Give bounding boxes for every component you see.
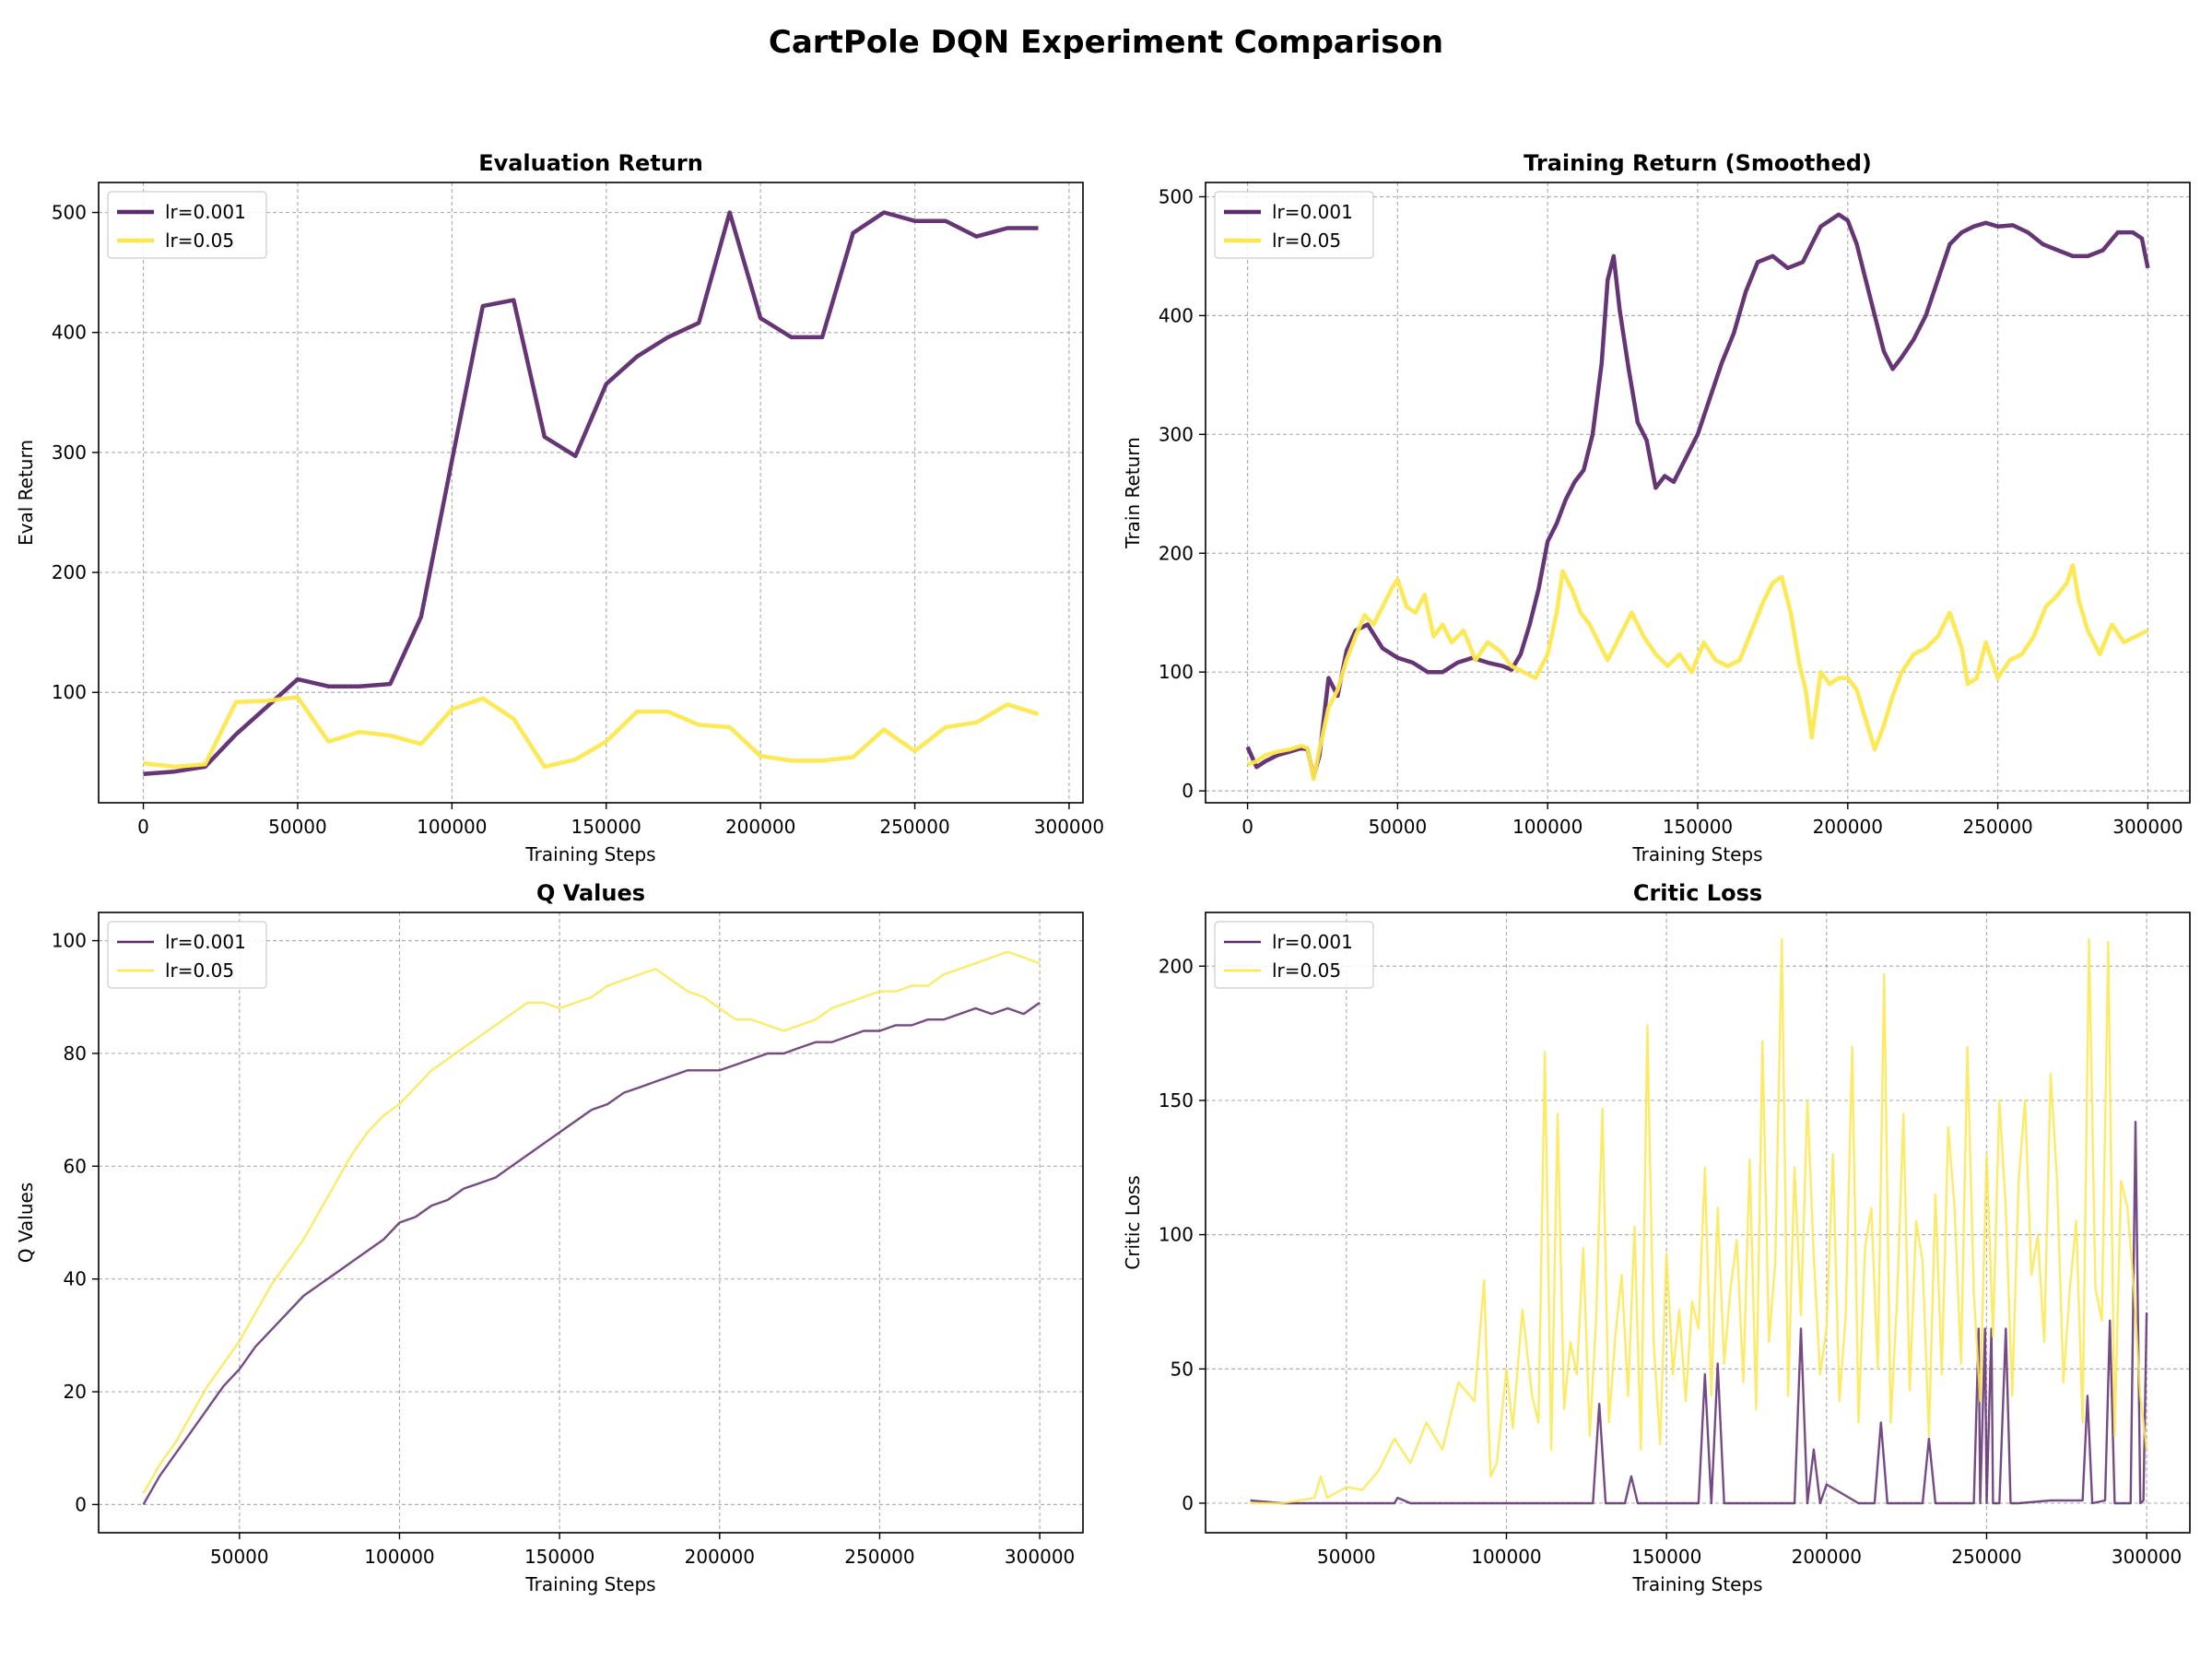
series-line-lr-0-05 [143,695,1040,770]
y-tick-label: 40 [64,1268,87,1290]
x-axis-label: Training Steps [1631,843,1762,865]
x-tick-label: 100000 [1512,816,1583,838]
x-tick-label: 200000 [1813,816,1883,838]
x-tick-label: 200000 [685,1546,755,1568]
y-tick-label: 20 [64,1381,87,1403]
x-tick-label: 50000 [210,1546,269,1568]
subplot-evaluation-return: 0 50000 100000 150000 200000 250000 300000 100 2… [15,150,1104,865]
x-tick-label: 300000 [1034,816,1104,838]
y-tick-label: 100 [1159,1224,1194,1246]
legend-label: lr=0.05 [165,229,234,252]
subplot-title: Evaluation Return [478,150,703,176]
x-axis-label: Training Steps [1631,1573,1762,1595]
legend: lr=0.001 lr=0.05 [1214,191,1374,259]
x-tick-label: 0 [137,816,149,838]
y-tick-label: 100 [1159,661,1194,683]
legend-label: lr=0.001 [165,931,246,953]
y-tick-label: 200 [52,561,87,583]
y-tick-label: 500 [52,202,87,224]
y-tick-label: 300 [52,441,87,464]
x-tick-label: 200000 [725,816,795,838]
series-line-lr-0-001 [1245,212,2150,779]
y-tick-label: 100 [52,681,87,703]
subplot-title: Training Return (Smoothed) [1524,150,1872,176]
y-axis-label: Critic Loss [1122,1175,1144,1269]
x-tick-label: 100000 [1471,1546,1541,1568]
x-tick-label: 250000 [879,816,949,838]
series-line-lr-0-05 [142,950,1041,1494]
y-tick-label: 500 [1159,185,1194,207]
x-tick-label: 150000 [1663,816,1733,838]
x-tick-label: 250000 [844,1546,914,1568]
x-tick-label: 200000 [1792,1546,1862,1568]
y-tick-label: 100 [52,930,87,952]
x-tick-label: 250000 [1951,1546,2021,1568]
y-tick-label: 0 [1182,780,1194,802]
x-axis-label: Training Steps [524,1573,655,1595]
x-tick-label: 300000 [2112,816,2183,838]
y-tick-label: 200 [1159,955,1194,977]
y-tick-label: 60 [64,1155,87,1177]
y-tick-label: 150 [1159,1089,1194,1112]
axes-frame [98,182,1084,804]
y-tick-label: 300 [1159,423,1194,445]
y-tick-label: 200 [1159,542,1194,564]
series-line-lr-0-001 [1250,1120,2148,1505]
y-axis-label: Eval Return [15,440,37,546]
x-tick-label: 300000 [2112,1546,2182,1568]
legend: lr=0.001 lr=0.05 [1214,921,1374,989]
x-tick-label: 100000 [417,816,487,838]
y-tick-label: 0 [75,1493,87,1515]
figure-title: CartPole DQN Experiment Comparison [768,24,1444,61]
axes-frame [98,912,1084,1534]
subplot-title: Q Values [536,880,645,906]
y-axis-label: Q Values [15,1182,37,1263]
y-tick-label: 0 [1182,1492,1194,1514]
y-axis-label: Train Return [1122,437,1144,549]
axes-frame [1205,912,2191,1534]
x-tick-label: 50000 [268,816,327,838]
x-tick-label: 150000 [1631,1546,1701,1568]
series-line-lr-0-001 [142,1001,1041,1505]
legend-label: lr=0.05 [1272,959,1341,982]
x-tick-label: 0 [1241,816,1253,838]
legend-label: lr=0.05 [165,959,234,982]
y-tick-label: 80 [64,1042,87,1065]
x-tick-label: 150000 [524,1546,594,1568]
x-tick-label: 300000 [1005,1546,1075,1568]
legend: lr=0.001 lr=0.05 [107,921,267,989]
y-tick-label: 400 [1159,304,1194,326]
x-tick-label: 50000 [1317,1546,1376,1568]
x-tick-label: 100000 [364,1546,434,1568]
series-line-lr-0-001 [143,210,1039,777]
subplot-q-values: 50000 100000 150000 200000 250000 300000 0 20 40… [15,880,1084,1595]
subplot-critic-loss: 50000 100000 150000 200000 250000 300000 0 50 10… [1122,880,2191,1595]
subplot-training-return: 0 50000 100000 150000 200000 250000 300000 0 100… [1122,150,2191,865]
series-line-lr-0-05 [1250,937,2148,1505]
x-axis-label: Training Steps [524,843,655,865]
legend: lr=0.001 lr=0.05 [107,191,267,259]
x-tick-label: 250000 [1962,816,2032,838]
legend-label: lr=0.001 [1272,201,1353,223]
x-tick-label: 150000 [571,816,641,838]
legend-label: lr=0.001 [165,201,246,223]
subplot-title: Critic Loss [1633,880,1762,906]
series-line-lr-0-05 [1246,562,2149,782]
legend-label: lr=0.05 [1272,229,1341,252]
legend-label: lr=0.001 [1272,931,1353,953]
y-tick-label: 400 [52,322,87,344]
y-tick-label: 50 [1171,1358,1194,1380]
x-tick-label: 50000 [1369,816,1428,838]
